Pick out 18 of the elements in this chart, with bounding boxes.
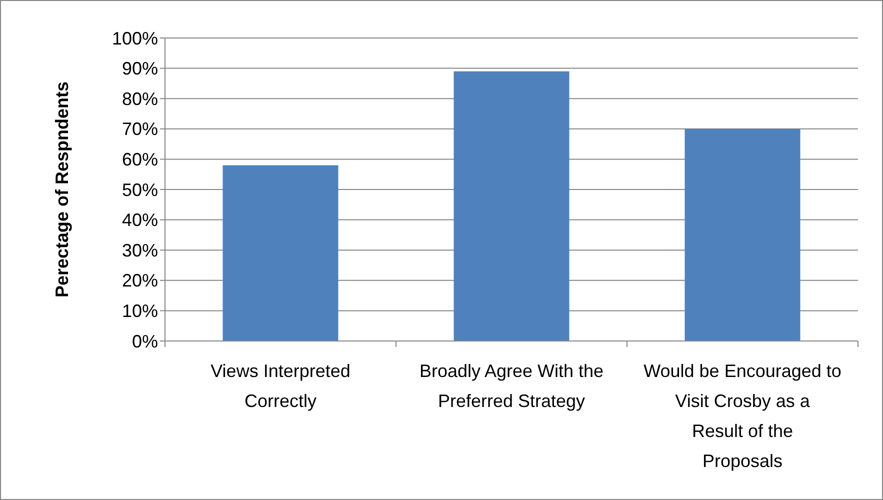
y-tick-label: 50%: [122, 180, 158, 200]
y-tick-label: 20%: [122, 270, 158, 291]
y-tick-label: 30%: [122, 240, 158, 260]
y-axis-title: Perectage of Respndents: [52, 81, 72, 298]
y-tick-label: 60%: [122, 150, 158, 170]
x-tick-label: Views Interpreted Correctly: [210, 361, 350, 411]
y-tick-label: 90%: [122, 58, 158, 79]
bar: [222, 165, 338, 341]
bar: [684, 128, 800, 341]
bar: [454, 71, 570, 341]
y-tick-label: 80%: [122, 88, 158, 109]
x-tick-label: Broadly Agree With the Preferred Strategy: [419, 361, 604, 411]
y-tick-label: 100%: [112, 28, 158, 48]
x-tick-label: Would be Encouraged to Visit Crosby as a Result of the Proposals: [644, 361, 842, 471]
y-tick-label: 10%: [122, 301, 158, 321]
y-tick-label: 40%: [122, 210, 158, 230]
y-tick-label: 70%: [122, 119, 158, 140]
y-tick-label: 0%: [132, 331, 158, 352]
